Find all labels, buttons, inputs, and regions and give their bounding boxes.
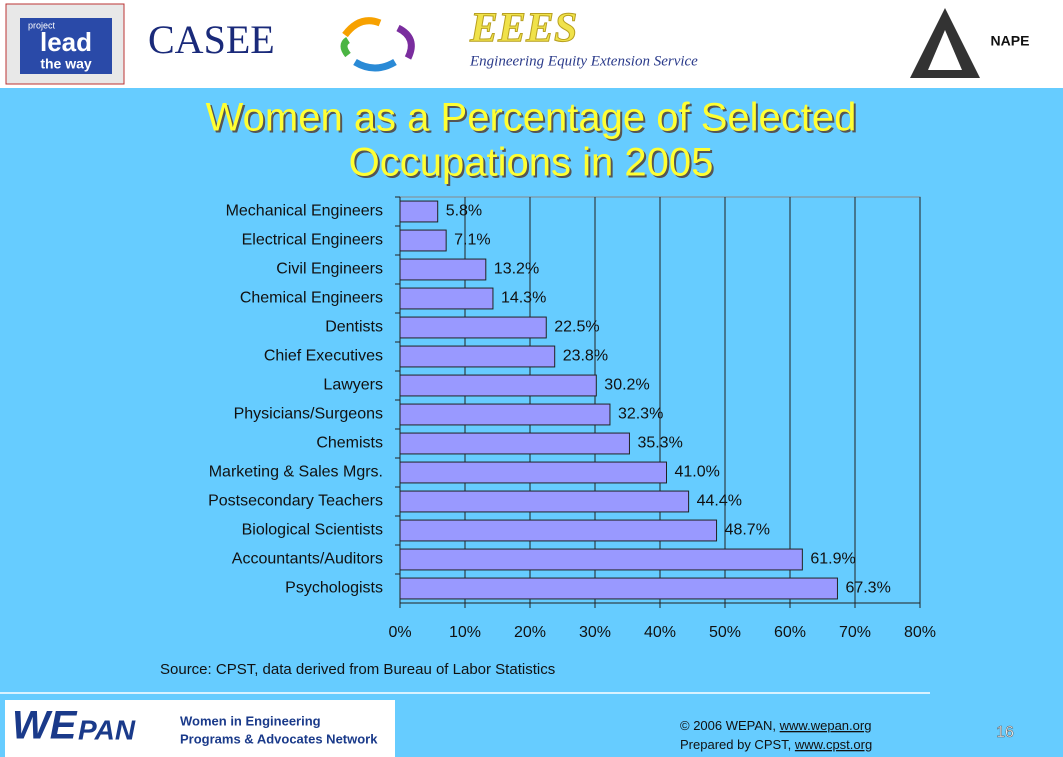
data-label: 32.3% bbox=[618, 406, 663, 423]
y-tick-label: Psychologists bbox=[285, 580, 383, 597]
y-tick-label: Lawyers bbox=[323, 377, 383, 394]
prepared: Prepared by CPST, www.cpst.org bbox=[680, 737, 872, 752]
x-tick-label: 10% bbox=[449, 624, 481, 641]
data-label: 13.2% bbox=[494, 261, 539, 278]
link[interactable]: www.wepan.org bbox=[779, 718, 872, 733]
logo-swirl bbox=[353, 58, 397, 72]
logo-text: NAPE bbox=[991, 33, 1030, 49]
y-tick-label: Chemists bbox=[316, 435, 383, 452]
page-number: 16 bbox=[996, 724, 1014, 741]
logo-text: Programs & Advocates Network bbox=[180, 731, 378, 746]
y-tick-label: Marketing & Sales Mgrs. bbox=[209, 464, 383, 481]
logo-text: WE bbox=[12, 704, 78, 748]
logo-swirl bbox=[396, 24, 415, 60]
logo-inner bbox=[20, 18, 112, 74]
y-tick-label: Electrical Engineers bbox=[242, 232, 383, 249]
logo-text: project bbox=[28, 20, 56, 30]
copyright: © 2006 WEPAN, www.wepan.org bbox=[680, 718, 871, 733]
bar bbox=[399, 374, 597, 397]
x-tick-label: 40% bbox=[644, 624, 676, 641]
header-band bbox=[0, 0, 1063, 88]
logo-text: EEES bbox=[469, 6, 577, 52]
bar bbox=[399, 258, 487, 281]
x-tick-label: 50% bbox=[709, 624, 741, 641]
x-tick-label: 0% bbox=[388, 624, 411, 641]
data-label: 44.4% bbox=[697, 493, 742, 510]
x-tick-label: 70% bbox=[839, 624, 871, 641]
x-tick-label: 30% bbox=[579, 624, 611, 641]
bar bbox=[399, 432, 630, 455]
data-label: 48.7% bbox=[725, 522, 770, 539]
y-tick-label: Accountants/Auditors bbox=[232, 551, 383, 568]
x-tick-label: 60% bbox=[774, 624, 806, 641]
bar bbox=[399, 577, 838, 600]
data-label: 23.8% bbox=[563, 348, 608, 365]
chart-title: Occupations in 2005 bbox=[349, 141, 714, 185]
data-label: 35.3% bbox=[637, 435, 682, 452]
y-tick-label: Mechanical Engineers bbox=[226, 203, 383, 220]
link[interactable]: www.cpst.org bbox=[794, 737, 872, 752]
logo-text: PAN bbox=[78, 714, 136, 745]
y-tick-label: Physicians/Surgeons bbox=[234, 406, 383, 423]
data-label: 67.3% bbox=[845, 580, 890, 597]
bar bbox=[399, 519, 718, 542]
bar bbox=[399, 316, 547, 339]
y-tick-label: Dentists bbox=[325, 319, 383, 336]
data-label: 30.2% bbox=[604, 377, 649, 394]
title-shadow: Occupations in 2005 bbox=[351, 143, 716, 187]
logo-swirl bbox=[342, 17, 382, 38]
logo-text: Women in Engineering bbox=[180, 713, 321, 728]
x-tick-label: 80% bbox=[904, 624, 936, 641]
copyright-text: © 2006 WEPAN, bbox=[680, 718, 780, 733]
bar bbox=[399, 200, 439, 223]
logo-triangle bbox=[928, 30, 962, 70]
bar bbox=[399, 229, 447, 252]
prepared-text: Prepared by CPST, bbox=[680, 737, 795, 752]
title: Women as a Percentage of Selected Women … bbox=[206, 96, 859, 187]
bar bbox=[399, 345, 556, 368]
bar bbox=[399, 461, 667, 484]
bar bbox=[399, 287, 494, 310]
bar bbox=[399, 548, 803, 571]
data-label: 41.0% bbox=[675, 464, 720, 481]
logo-swirl bbox=[340, 37, 351, 58]
y-tick-label: Biological Scientists bbox=[242, 522, 383, 539]
logo-text: CASEE bbox=[148, 17, 275, 62]
chart-title: Women as a Percentage of Selected bbox=[206, 96, 857, 140]
plot: 0% 10% 20% 30% 40% 50% 60% 70% 80% Mechanical Eng… bbox=[208, 196, 936, 641]
data-label: 22.5% bbox=[554, 319, 599, 336]
bar bbox=[399, 490, 690, 513]
y-tick-label: Chief Executives bbox=[264, 348, 383, 365]
y-tick-label: Chemical Engineers bbox=[240, 290, 383, 307]
data-label: 7.1% bbox=[454, 232, 490, 249]
source: Source: CPST, data derived from Bureau o… bbox=[160, 661, 555, 678]
y-tick-label: Postsecondary Teachers bbox=[208, 493, 383, 510]
logo-text: the way bbox=[40, 56, 92, 72]
data-label: 5.8% bbox=[446, 203, 482, 220]
logo-text: Engineering Equity Extension Service bbox=[469, 53, 698, 69]
data-label: 14.3% bbox=[501, 290, 546, 307]
title-shadow: Women as a Percentage of Selected bbox=[208, 98, 859, 142]
wepan-logo-box bbox=[5, 700, 395, 757]
bar bbox=[399, 403, 611, 426]
data-label: 61.9% bbox=[810, 551, 855, 568]
x-tick-label: 20% bbox=[514, 624, 546, 641]
logo-text: lead bbox=[40, 27, 92, 57]
y-tick-label: Civil Engineers bbox=[276, 261, 383, 278]
